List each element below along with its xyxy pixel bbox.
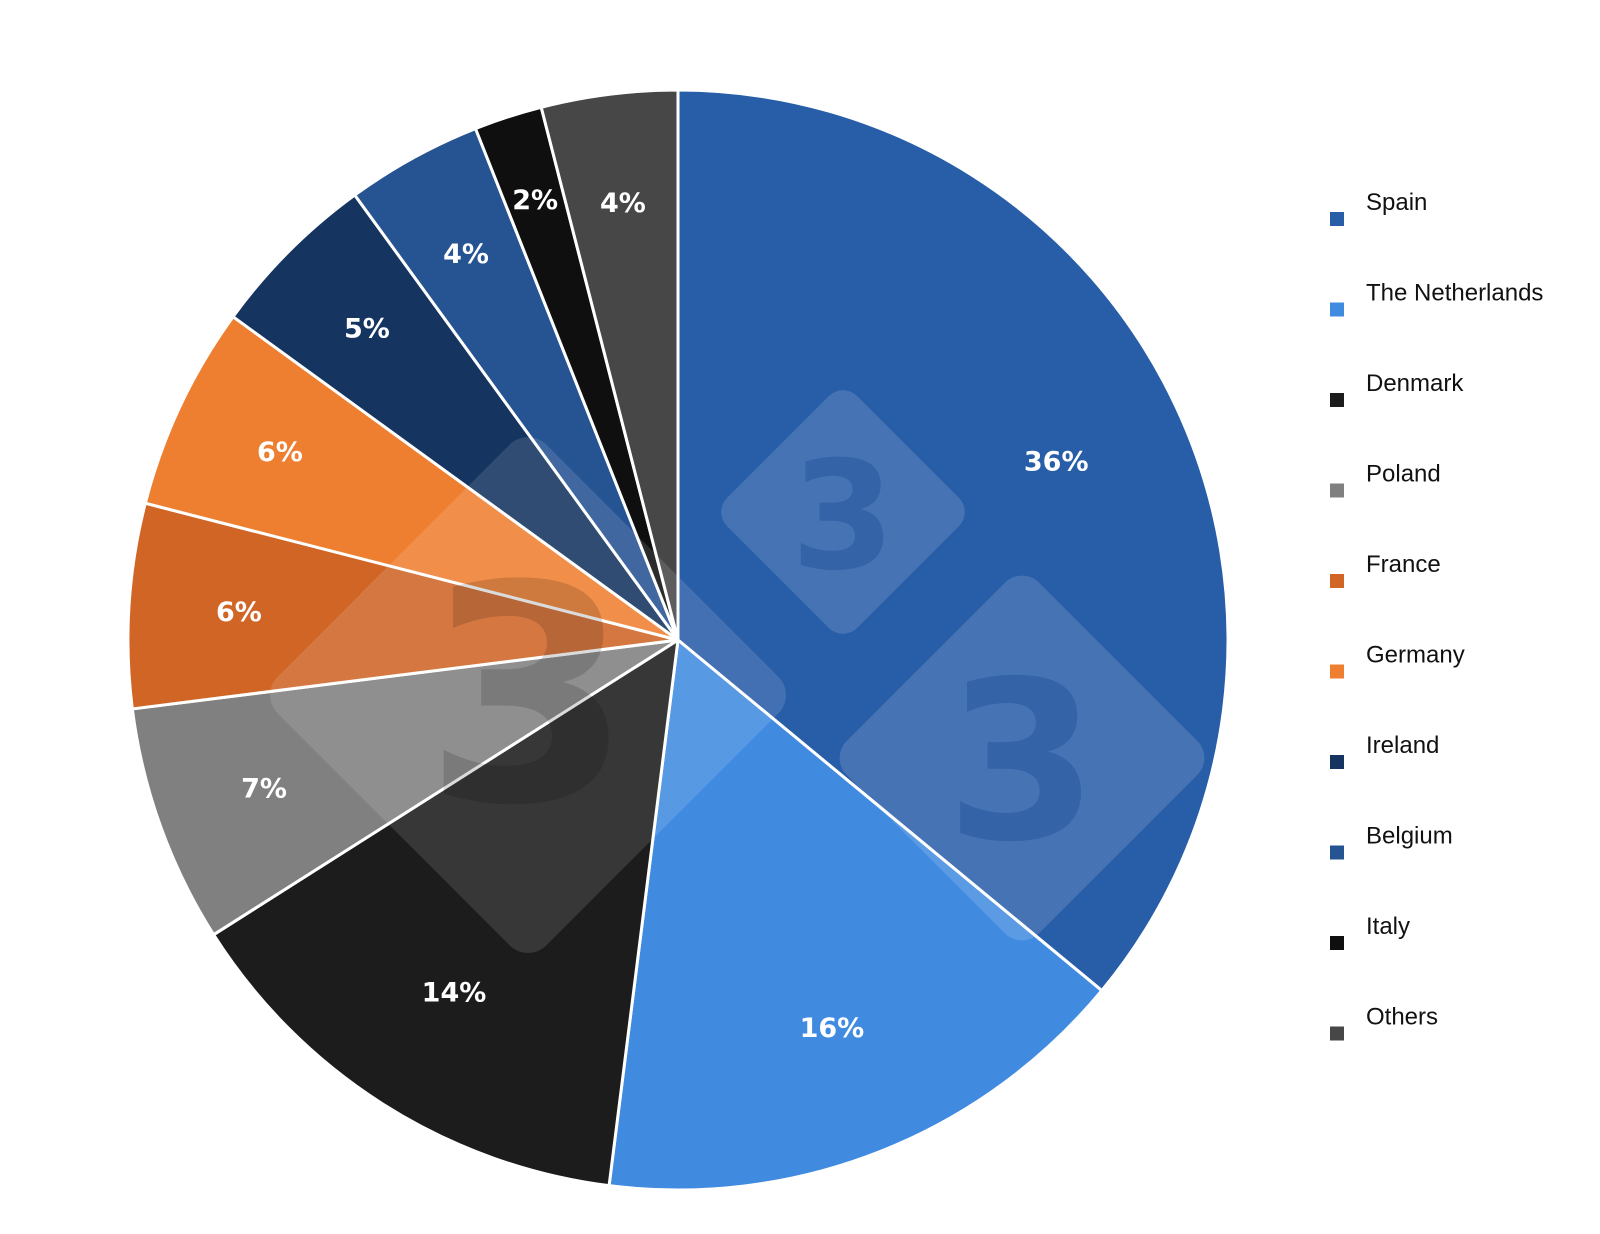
legend-label-ireland: Ireland (1366, 732, 1439, 759)
legend-label-germany: Germany (1366, 642, 1465, 669)
legend-swatch-germany (1330, 664, 1344, 679)
legend-label-poland: Poland (1366, 461, 1441, 488)
legend-item-spain: Spain (1330, 189, 1427, 226)
data-label-belgium: 4% (443, 239, 489, 270)
pie-slice-france (126, 501, 680, 711)
legend-swatch-italy (1330, 936, 1344, 950)
legend-item-denmark: Denmark (1330, 370, 1464, 407)
legend-label-spain: Spain (1366, 189, 1427, 216)
legend-swatch-spain (1330, 212, 1344, 226)
legend-swatch-belgium (1330, 845, 1344, 860)
legend-item-italy: Italy (1330, 913, 1410, 950)
legend-label-denmark: Denmark (1366, 370, 1464, 397)
pie-slice-the-netherlands (607, 638, 1104, 1192)
pie-slice-spain (676, 88, 1230, 993)
pie-slices (126, 88, 1230, 1192)
legend-swatch-poland (1330, 483, 1344, 498)
legend: Spain The Netherlands Denmark Poland France G… (1330, 189, 1543, 1041)
legend-item-ireland: Ireland (1330, 732, 1439, 769)
legend-label-italy: Italy (1366, 913, 1410, 940)
legend-swatch-ireland (1330, 755, 1344, 769)
data-label-others: 4% (600, 188, 646, 219)
legend-item-poland: Poland (1330, 461, 1441, 498)
legend-label-france: France (1366, 551, 1441, 578)
data-label-spain: 36% (1024, 447, 1089, 478)
data-label-france: 6% (216, 597, 262, 628)
legend-swatch-the-netherlands (1330, 302, 1344, 317)
data-label-the-netherlands: 16% (800, 1013, 865, 1044)
pie-slice-denmark (212, 638, 680, 1188)
pie-slice-germany (143, 315, 680, 642)
legend-swatch-denmark (1330, 393, 1344, 407)
pie-slice-ireland (231, 193, 680, 642)
data-label-poland: 7% (241, 774, 287, 805)
legend-swatch-others (1330, 1026, 1344, 1041)
legend-label-others: Others (1366, 1004, 1438, 1031)
legend-item-belgium: Belgium (1330, 823, 1453, 860)
data-label-italy: 2% (512, 185, 558, 216)
legend-item-the-netherlands: The Netherlands (1330, 280, 1543, 317)
legend-swatch-france (1330, 574, 1344, 588)
pie-slice-poland (130, 638, 680, 937)
legend-item-germany: Germany (1330, 642, 1465, 679)
legend-label-the-netherlands: The Netherlands (1366, 280, 1543, 307)
data-label-germany: 6% (257, 437, 303, 468)
data-label-ireland: 5% (344, 313, 390, 344)
legend-item-others: Others (1330, 1004, 1438, 1041)
data-label-denmark: 14% (422, 977, 487, 1008)
legend-label-belgium: Belgium (1366, 823, 1453, 850)
pie-slice-others (539, 88, 680, 642)
legend-item-france: France (1330, 551, 1441, 588)
pie-data-labels: 36% 16% 14% 7% 6% 6% 5% 4% 2% 4% (216, 185, 1089, 1044)
